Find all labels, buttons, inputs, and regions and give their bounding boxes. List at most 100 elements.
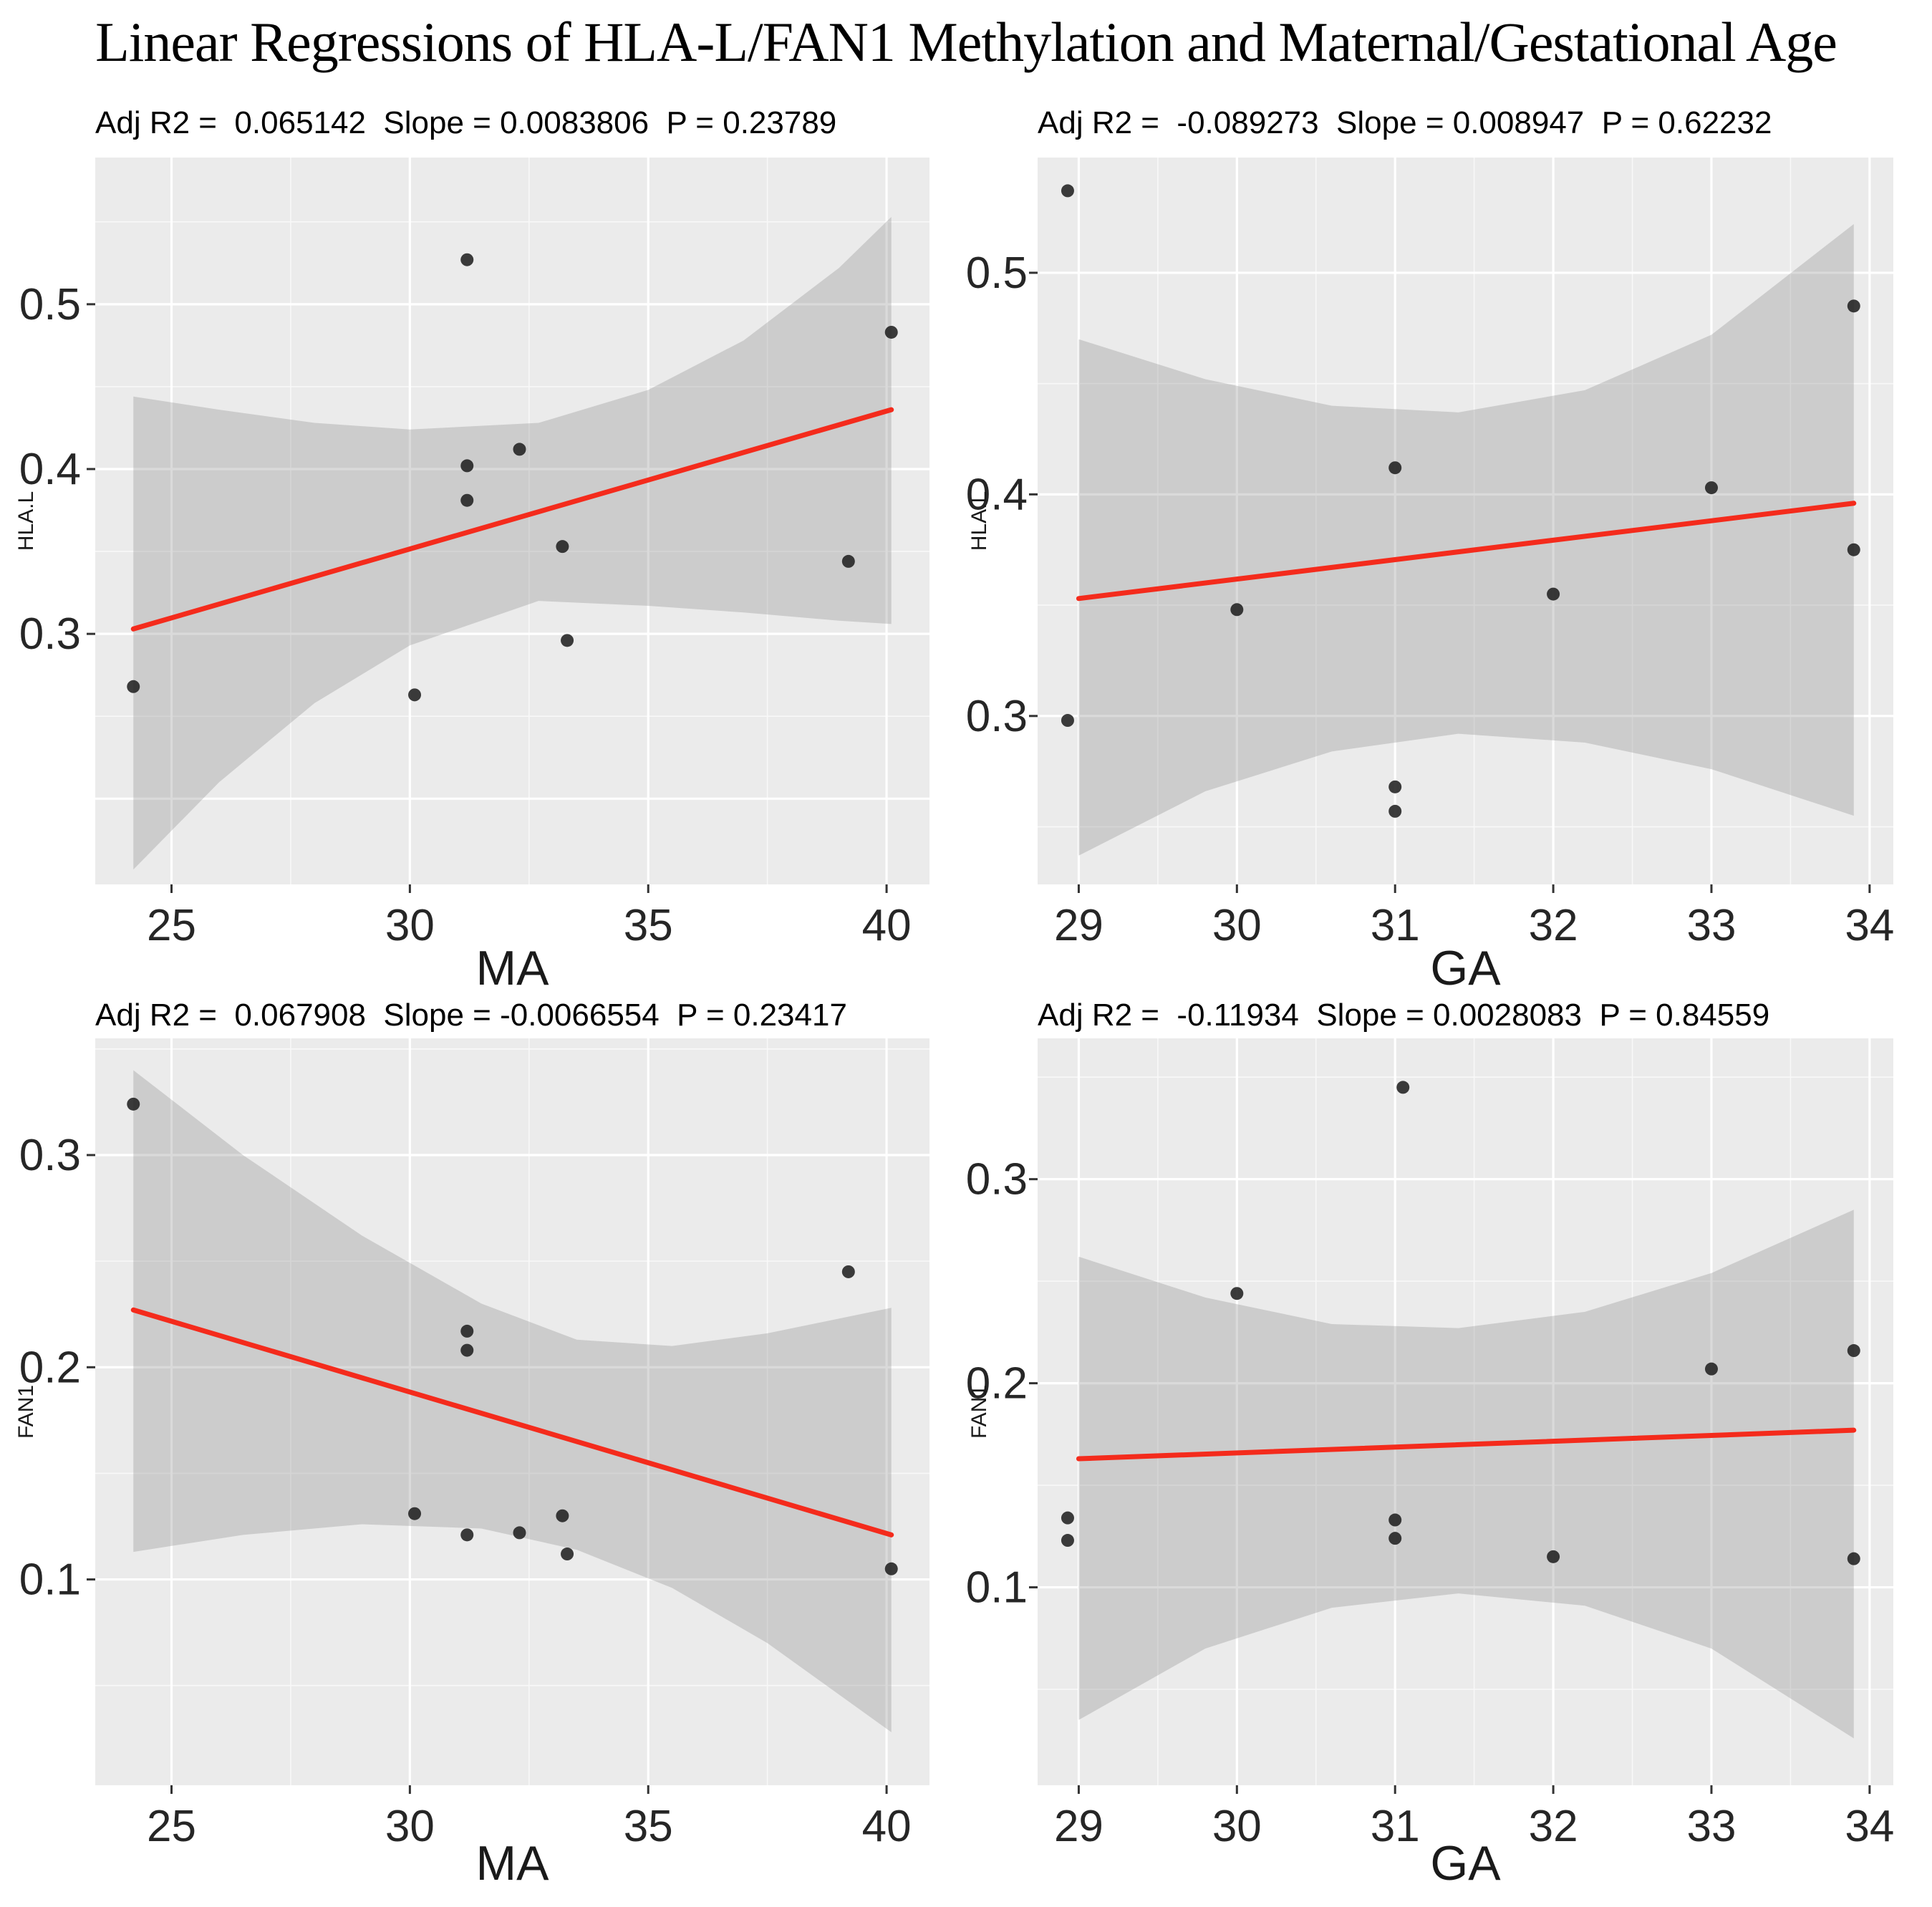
subplot-hlal-ga: 29 30 31 32 33 34 0.3 0.4 0.5 GA HLA.L Adj R2 = -0… bbox=[966, 87, 1932, 986]
data-point bbox=[408, 1507, 422, 1520]
y-tick-label: 0.5 bbox=[966, 248, 1028, 298]
confidence-band bbox=[133, 216, 892, 870]
y-tick-label: 0.3 bbox=[966, 1155, 1028, 1204]
x-axis-title: GA bbox=[1430, 1836, 1501, 1891]
data-point bbox=[460, 1343, 474, 1357]
x-tick-label: 33 bbox=[1686, 1802, 1736, 1851]
grid-minor bbox=[1038, 1038, 1893, 1785]
y-axis-title: HLA.L bbox=[14, 491, 38, 551]
x-tick-label: 30 bbox=[385, 1802, 435, 1851]
x-tick-label: 34 bbox=[1845, 1802, 1894, 1851]
data-points bbox=[1061, 1081, 1860, 1565]
x-tick-label: 31 bbox=[1371, 1802, 1420, 1851]
plot-panel bbox=[95, 1038, 929, 1785]
x-axis-ticks: 25 30 35 40 bbox=[147, 884, 912, 950]
data-point bbox=[1847, 1552, 1860, 1565]
x-axis-title: MA bbox=[476, 1836, 550, 1891]
x-tick-label: 30 bbox=[385, 901, 435, 950]
subplot-subtitle: Adj R2 = -0.089273 Slope = 0.008947 P = … bbox=[1038, 105, 1772, 140]
data-point bbox=[1847, 543, 1860, 556]
plot-panel bbox=[1038, 1038, 1893, 1785]
data-point bbox=[1061, 1511, 1074, 1525]
x-axis-ticks: 29 30 31 32 33 34 bbox=[1054, 1785, 1894, 1851]
subplot-subtitle: Adj R2 = 0.067908 Slope = -0.0066554 P =… bbox=[95, 998, 847, 1033]
y-tick-label: 0.5 bbox=[19, 280, 81, 329]
subplot-subtitle: Adj R2 = -0.11934 Slope = 0.0028083 P = … bbox=[1038, 998, 1770, 1033]
data-point bbox=[1230, 603, 1244, 617]
data-point bbox=[1230, 1287, 1244, 1300]
data-point bbox=[1388, 804, 1402, 818]
confidence-band bbox=[1078, 223, 1854, 856]
data-point bbox=[556, 1509, 569, 1522]
data-point bbox=[460, 459, 474, 473]
data-point bbox=[1847, 1344, 1860, 1358]
subplot-subtitle: Adj R2 = 0.065142 Slope = 0.0083806 P = … bbox=[95, 105, 837, 140]
subplot-fan1-ga: 29 30 31 32 33 34 0.1 0.2 0.3 GA FAN1 Adj R2 = -0.… bbox=[966, 986, 1932, 1907]
data-point bbox=[513, 443, 526, 456]
data-point bbox=[513, 1526, 526, 1540]
x-tick-label: 30 bbox=[1212, 901, 1262, 950]
x-tick-label: 34 bbox=[1845, 901, 1894, 950]
data-point bbox=[460, 1324, 474, 1338]
data-point bbox=[1388, 1513, 1402, 1527]
x-tick-label: 35 bbox=[624, 1802, 673, 1851]
data-point bbox=[1061, 1534, 1074, 1548]
data-point bbox=[408, 688, 422, 702]
data-point bbox=[1547, 1550, 1560, 1563]
y-tick-label: 0.1 bbox=[966, 1563, 1028, 1613]
confidence-band bbox=[133, 1070, 892, 1732]
data-point bbox=[1704, 1362, 1718, 1376]
data-point bbox=[561, 634, 574, 647]
scatter-plot-fan1-ga: 29 30 31 32 33 34 0.1 0.2 0.3 GA FAN1 bbox=[966, 1038, 1894, 1891]
y-tick-label: 0.2 bbox=[966, 1359, 1028, 1409]
scatter-plot-hlal-ma: 25 30 35 40 0.3 0.4 0.5 MA HLA.L bbox=[14, 158, 929, 986]
plot-panel bbox=[1038, 158, 1893, 884]
data-point bbox=[556, 540, 569, 554]
scatter-plot-hlal-ga: 29 30 31 32 33 34 0.3 0.4 0.5 GA HLA.L bbox=[966, 158, 1894, 986]
y-tick-label: 0.3 bbox=[19, 609, 81, 659]
grid-major bbox=[95, 1038, 929, 1785]
grid-major bbox=[1038, 1038, 1893, 1785]
scatter-plot-fan1-ma: 25 30 35 40 0.1 0.2 0.3 MA FAN1 bbox=[14, 1038, 929, 1891]
data-points bbox=[1061, 184, 1860, 818]
data-point bbox=[1388, 1532, 1402, 1545]
y-tick-label: 0.4 bbox=[966, 470, 1028, 519]
grid-major bbox=[1038, 158, 1893, 884]
y-axis-title: FAN1 bbox=[967, 1385, 991, 1439]
x-tick-label: 30 bbox=[1212, 1802, 1262, 1851]
x-tick-label: 25 bbox=[147, 1802, 196, 1851]
x-tick-label: 32 bbox=[1529, 901, 1578, 950]
x-axis-ticks: 25 30 35 40 bbox=[147, 1785, 912, 1851]
grid-minor bbox=[95, 1038, 929, 1785]
x-tick-label: 29 bbox=[1054, 901, 1103, 950]
y-axis-ticks: 0.1 0.2 0.3 bbox=[966, 1155, 1038, 1613]
y-axis-ticks: 0.1 0.2 0.3 bbox=[19, 1131, 95, 1605]
subplot-hlal-ma: 25 30 35 40 0.3 0.4 0.5 MA HLA.L Adj R2 = 0.0651… bbox=[0, 87, 966, 986]
x-tick-label: 32 bbox=[1529, 1802, 1578, 1851]
y-tick-label: 0.2 bbox=[19, 1343, 81, 1392]
x-tick-label: 40 bbox=[862, 1802, 912, 1851]
x-tick-label: 29 bbox=[1054, 1802, 1103, 1851]
data-point bbox=[1388, 780, 1402, 793]
data-point bbox=[884, 325, 898, 339]
y-tick-label: 0.3 bbox=[966, 692, 1028, 741]
data-point bbox=[1061, 184, 1074, 198]
data-points bbox=[127, 253, 898, 702]
regression-line bbox=[130, 407, 894, 632]
y-tick-label: 0.4 bbox=[19, 445, 81, 494]
data-point bbox=[460, 1528, 474, 1542]
x-tick-label: 31 bbox=[1371, 901, 1420, 950]
data-point bbox=[884, 1562, 898, 1575]
x-axis-ticks: 29 30 31 32 33 34 bbox=[1054, 884, 1894, 950]
data-point bbox=[1388, 461, 1402, 475]
grid-minor bbox=[1038, 158, 1893, 884]
y-tick-label: 0.1 bbox=[19, 1555, 81, 1605]
data-point bbox=[1061, 714, 1074, 728]
x-tick-label: 33 bbox=[1686, 901, 1736, 950]
data-point bbox=[1847, 299, 1860, 313]
x-tick-label: 25 bbox=[147, 901, 196, 950]
y-tick-label: 0.3 bbox=[19, 1131, 81, 1180]
data-points bbox=[127, 1097, 898, 1575]
data-point bbox=[841, 1265, 855, 1278]
grid-minor bbox=[95, 158, 929, 884]
